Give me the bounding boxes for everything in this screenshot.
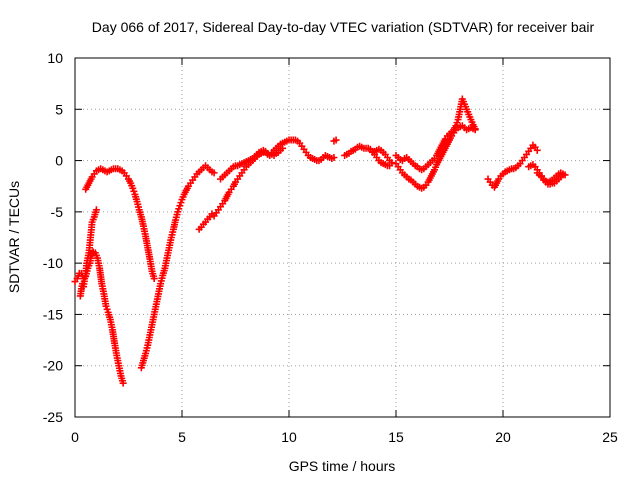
- x-tick-label: 20: [495, 429, 511, 445]
- data-point: [210, 169, 218, 177]
- axis-ticks: 0 5 10 15 20 25 10 5 0 -5 -10 -15 -20 -25: [43, 50, 618, 445]
- y-tick-label: -25: [43, 409, 63, 425]
- x-tick-label: 10: [281, 429, 297, 445]
- x-tick-label: 25: [602, 429, 618, 445]
- data-point: [119, 379, 127, 387]
- x-tick-label: 0: [71, 429, 79, 445]
- data-point: [388, 159, 396, 167]
- y-axis-label: SDTVAR / TECUs: [6, 181, 22, 293]
- grid-lines: [75, 58, 610, 417]
- plot-frame: [74, 57, 611, 418]
- chart-title: Day 066 of 2017, Sidereal Day-to-day VTE…: [92, 19, 595, 35]
- y-tick-label: -15: [43, 306, 63, 322]
- y-tick-label: -5: [51, 204, 64, 220]
- data-point: [150, 275, 158, 283]
- y-tick-label: -20: [43, 358, 63, 374]
- y-tick-label: -10: [43, 255, 63, 271]
- x-tick-label: 5: [178, 429, 186, 445]
- y-tick-label: 10: [47, 50, 63, 66]
- data-point: [561, 171, 569, 179]
- data-point: [92, 206, 100, 214]
- data-point: [332, 136, 340, 144]
- data-point: [330, 153, 338, 161]
- x-tick-label: 15: [388, 429, 404, 445]
- x-axis-label: GPS time / hours: [289, 458, 396, 474]
- y-tick-label: 0: [55, 153, 63, 169]
- y-tick-label: 5: [55, 101, 63, 117]
- data-points: [71, 95, 569, 387]
- data-point: [471, 125, 479, 133]
- data-point: [533, 146, 541, 154]
